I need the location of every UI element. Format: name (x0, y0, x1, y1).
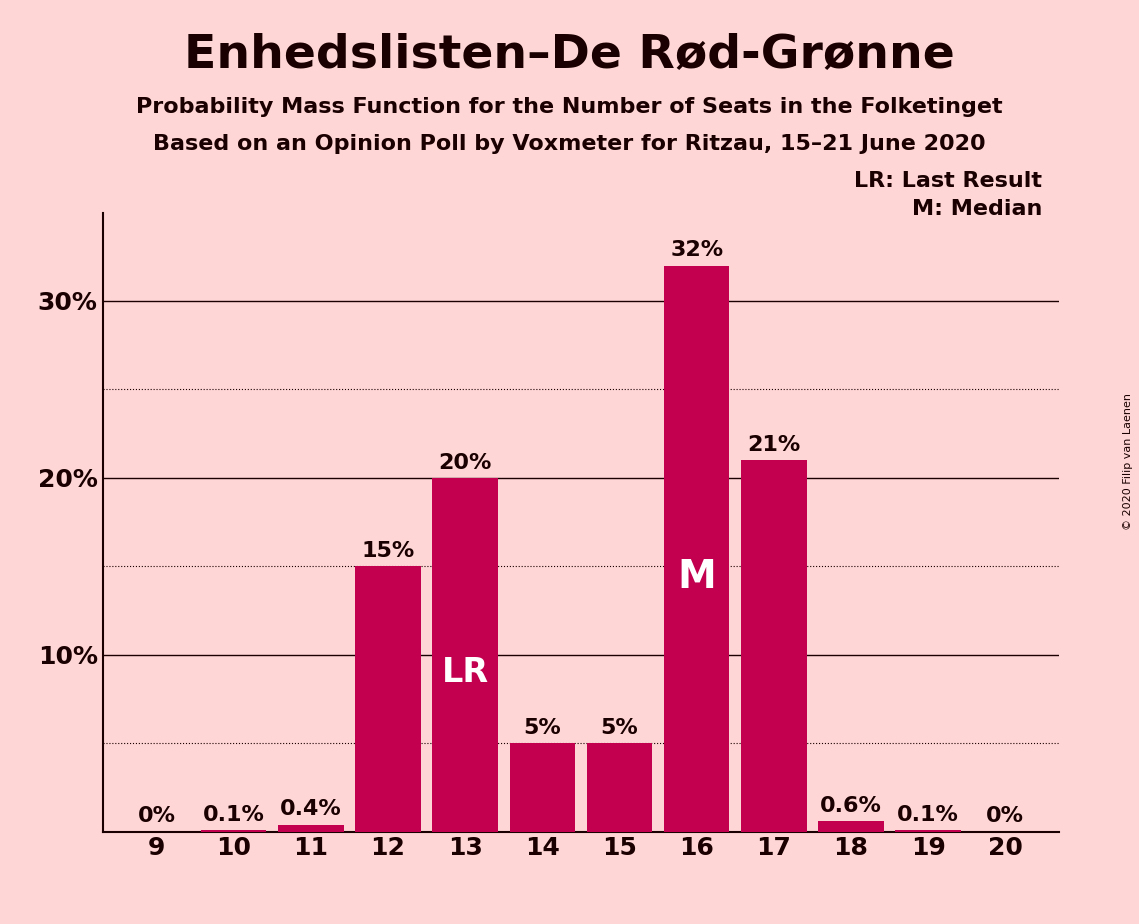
Text: 0%: 0% (138, 807, 175, 826)
Text: 32%: 32% (670, 240, 723, 261)
Text: 5%: 5% (600, 718, 638, 738)
Bar (895, 830, 961, 832)
Bar (355, 566, 420, 832)
Bar (200, 830, 267, 832)
Text: Enhedslisten–De Rød-Grønne: Enhedslisten–De Rød-Grønne (185, 32, 954, 78)
Text: 15%: 15% (361, 541, 415, 561)
Bar (433, 478, 498, 832)
Bar (741, 460, 806, 832)
Text: 0.1%: 0.1% (203, 805, 264, 824)
Text: 0%: 0% (986, 807, 1024, 826)
Text: © 2020 Filip van Laenen: © 2020 Filip van Laenen (1123, 394, 1133, 530)
Text: M: M (678, 558, 716, 596)
Text: 0.6%: 0.6% (820, 796, 882, 816)
Text: M: Median: M: Median (912, 199, 1042, 219)
Text: Based on an Opinion Poll by Voxmeter for Ritzau, 15–21 June 2020: Based on an Opinion Poll by Voxmeter for… (153, 134, 986, 154)
Text: 21%: 21% (747, 435, 801, 455)
Text: LR: Last Result: LR: Last Result (854, 171, 1042, 191)
Bar (278, 824, 344, 832)
Bar (664, 265, 729, 832)
Text: Probability Mass Function for the Number of Seats in the Folketinget: Probability Mass Function for the Number… (137, 97, 1002, 117)
Text: LR: LR (442, 656, 489, 689)
Text: 0.1%: 0.1% (898, 805, 959, 824)
Bar (509, 743, 575, 832)
Bar (818, 821, 884, 832)
Bar (587, 743, 653, 832)
Text: 5%: 5% (524, 718, 562, 738)
Text: 0.4%: 0.4% (280, 799, 342, 820)
Text: 20%: 20% (439, 453, 492, 472)
